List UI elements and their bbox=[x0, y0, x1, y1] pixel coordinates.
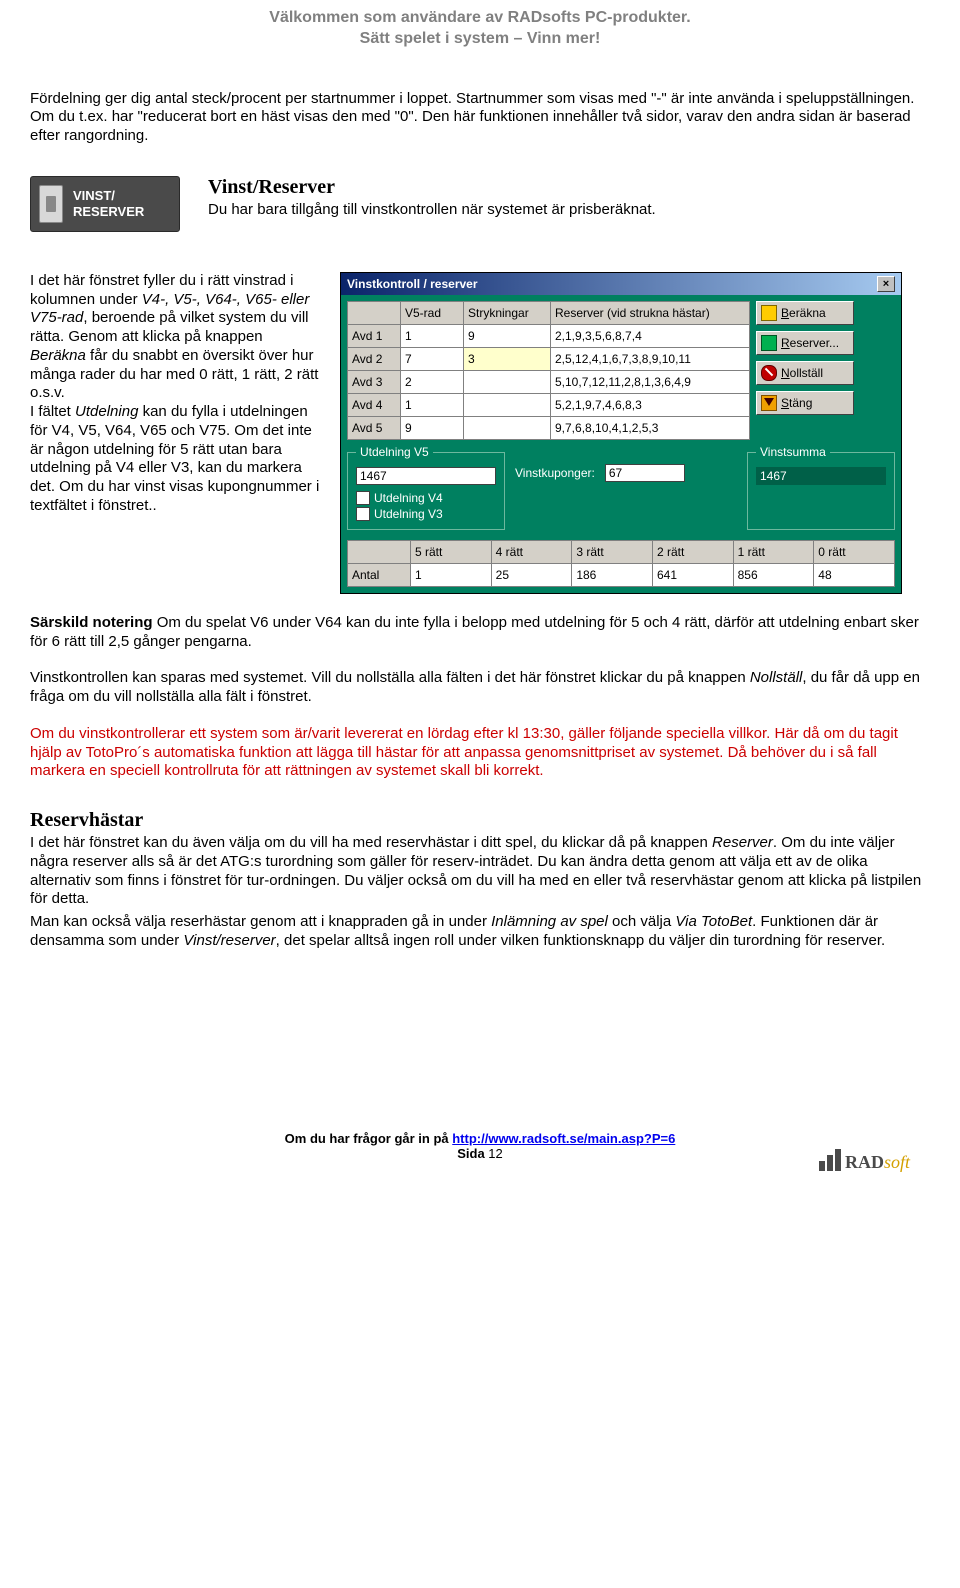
vinstsumma-groupbox: Vinstsumma 1467 bbox=[747, 452, 895, 530]
window-title: Vinstkontroll / reserver bbox=[347, 277, 478, 291]
nollstall-button[interactable]: Nollställ bbox=[756, 361, 854, 385]
col-header-v5rad: V5-rad bbox=[401, 301, 464, 324]
table-row: Avd 1 1 9 2,1,9,3,5,6,8,7,4 bbox=[348, 324, 750, 347]
utdelning-v3-checkbox[interactable]: Utdelning V3 bbox=[356, 507, 496, 521]
reserver-button[interactable]: Reserver... bbox=[756, 331, 854, 355]
table-row: Avd 2 7 3 2,5,12,4,1,6,7,3,8,9,10,11 bbox=[348, 347, 750, 370]
page-header: Välkommen som användare av RADsofts PC-p… bbox=[30, 0, 930, 90]
sarskild-notering: Särskild notering Om du spelat V6 under … bbox=[30, 614, 930, 652]
table-row: Avd 4 1 5,2,1,9,7,4,6,8,3 bbox=[348, 393, 750, 416]
vinst-reserver-heading: Vinst/Reserver bbox=[208, 176, 656, 199]
vinstkuponger-input[interactable] bbox=[605, 464, 685, 482]
reset-icon bbox=[761, 365, 777, 381]
footer-page-number: 12 bbox=[488, 1146, 502, 1161]
reservhastar-p2: Man kan också välja reserhästar genom at… bbox=[30, 913, 930, 951]
table-row: Antal 1 25 186 641 856 48 bbox=[348, 563, 895, 586]
radsoft-logo: RADsoft bbox=[819, 1149, 910, 1171]
utdelning-legend: Utdelning V5 bbox=[356, 445, 433, 459]
red-warning: Om du vinstkontrollerar ett system som ä… bbox=[30, 725, 930, 781]
vinst-button-line1: VINST/ bbox=[73, 188, 115, 203]
vinstkontroll-spara: Vinstkontrollen kan sparas med systemet.… bbox=[30, 669, 930, 707]
footer-lead: Om du har frågor går in på bbox=[285, 1131, 453, 1146]
vinstkontroll-window: Vinstkontroll / reserver × V5-rad Strykn… bbox=[340, 272, 902, 594]
close-icon bbox=[761, 395, 777, 411]
vinstsumma-legend: Vinstsumma bbox=[756, 445, 830, 459]
utdelning-v4-checkbox[interactable]: Utdelning V4 bbox=[356, 491, 496, 505]
footer-sida: Sida bbox=[457, 1146, 488, 1161]
stang-button[interactable]: Stäng bbox=[756, 391, 854, 415]
avdelning-table: V5-rad Strykningar Reserver (vid strukna… bbox=[347, 301, 750, 440]
reservhastar-p1: I det här fönstret kan du även välja om … bbox=[30, 834, 930, 909]
close-icon[interactable]: × bbox=[877, 276, 895, 292]
header-line-1: Välkommen som användare av RADsofts PC-p… bbox=[30, 8, 930, 29]
table-row: Avd 3 2 5,10,7,12,11,2,8,1,3,6,4,9 bbox=[348, 370, 750, 393]
berakna-button[interactable]: BBeräknaeräkna bbox=[756, 301, 854, 325]
vinstkuponger-label: Vinstkuponger: bbox=[515, 466, 595, 480]
footer-link[interactable]: http://www.radsoft.se/main.asp?P=6 bbox=[452, 1131, 675, 1146]
vinst-button-line2: RESERVER bbox=[73, 204, 144, 219]
col-header-blank bbox=[348, 301, 401, 324]
reservhastar-heading: Reservhästar bbox=[30, 809, 930, 832]
vinstsumma-value: 1467 bbox=[756, 467, 886, 485]
intro-paragraph: Fördelning ger dig antal steck/procent p… bbox=[30, 90, 930, 146]
col-header-reserver: Reserver (vid strukna hästar) bbox=[551, 301, 750, 324]
calculator-icon bbox=[39, 185, 63, 223]
vinstkontroll-description: I det här fönstret fyller du i rätt vins… bbox=[30, 272, 320, 516]
window-titlebar: Vinstkontroll / reserver × bbox=[341, 273, 901, 295]
page-footer: Om du har frågor går in på http://www.ra… bbox=[30, 1131, 930, 1161]
vinst-reserver-desc: Du har bara tillgång till vinstkontrolle… bbox=[208, 201, 656, 218]
utdelning-groupbox: Utdelning V5 Utdelning V4 Utdelning V3 bbox=[347, 452, 505, 530]
table-row: Avd 5 9 9,7,6,8,10,4,1,2,5,3 bbox=[348, 416, 750, 439]
header-line-2: Sätt spelet i system – Vinn mer! bbox=[30, 29, 930, 50]
utdelning-v5-input[interactable] bbox=[356, 467, 496, 485]
calculator-icon bbox=[761, 305, 777, 321]
reserve-icon bbox=[761, 335, 777, 351]
col-header-strykningar: Strykningar bbox=[464, 301, 551, 324]
vinst-reserver-button[interactable]: VINST/ RESERVER bbox=[30, 176, 180, 232]
antal-table: 5 rätt 4 rätt 3 rätt 2 rätt 1 rätt 0 rät… bbox=[347, 540, 895, 587]
